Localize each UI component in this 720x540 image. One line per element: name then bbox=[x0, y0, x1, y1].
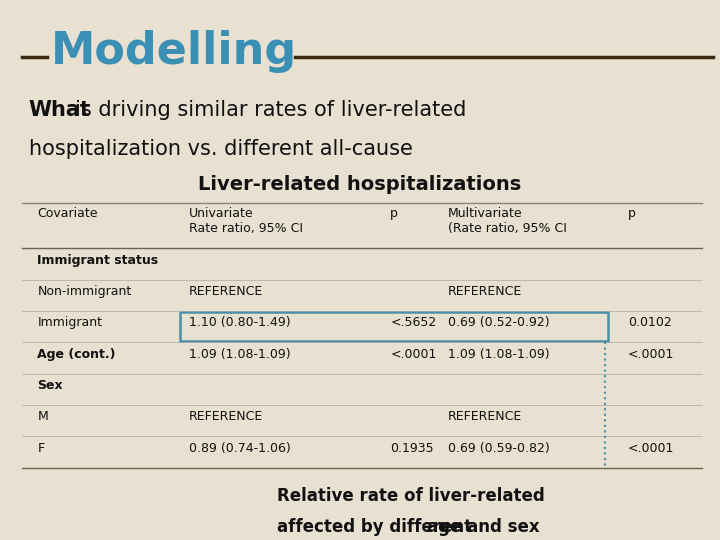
Text: 0.69 (0.52-0.92): 0.69 (0.52-0.92) bbox=[448, 316, 549, 329]
Text: 1.09 (1.08-1.09): 1.09 (1.08-1.09) bbox=[189, 348, 290, 361]
Text: hospitalization vs. different all-cause: hospitalization vs. different all-cause bbox=[29, 139, 413, 159]
Text: Relative rate of liver-related: Relative rate of liver-related bbox=[277, 487, 545, 504]
Text: 0.0102: 0.0102 bbox=[628, 316, 672, 329]
Text: is driving similar rates of liver-related: is driving similar rates of liver-relate… bbox=[75, 100, 467, 120]
Text: 0.1935: 0.1935 bbox=[390, 442, 434, 455]
Text: What: What bbox=[29, 100, 91, 120]
Text: Non-immigrant: Non-immigrant bbox=[37, 285, 132, 298]
Text: Modelling: Modelling bbox=[50, 30, 297, 73]
Text: 0.89 (0.74-1.06): 0.89 (0.74-1.06) bbox=[189, 442, 290, 455]
Text: <.0001: <.0001 bbox=[628, 442, 674, 455]
Text: Sex: Sex bbox=[37, 379, 63, 392]
Text: REFERENCE: REFERENCE bbox=[189, 410, 263, 423]
Text: Liver-related hospitalizations: Liver-related hospitalizations bbox=[199, 176, 521, 194]
Text: 1.10 (0.80-1.49): 1.10 (0.80-1.49) bbox=[189, 316, 290, 329]
Text: affected by different: affected by different bbox=[277, 518, 478, 536]
Text: 1.09 (1.08-1.09): 1.09 (1.08-1.09) bbox=[448, 348, 549, 361]
Text: Age (cont.): Age (cont.) bbox=[37, 348, 116, 361]
Text: REFERENCE: REFERENCE bbox=[448, 410, 522, 423]
Text: <.5652: <.5652 bbox=[390, 316, 436, 329]
Text: Immigrant status: Immigrant status bbox=[37, 254, 158, 267]
Text: <.0001: <.0001 bbox=[628, 348, 674, 361]
Text: <.0001: <.0001 bbox=[390, 348, 436, 361]
Text: F: F bbox=[37, 442, 45, 455]
Text: p: p bbox=[628, 207, 636, 220]
Text: p: p bbox=[390, 207, 398, 220]
Text: age and sex: age and sex bbox=[427, 518, 539, 536]
Text: 0.69 (0.59-0.82): 0.69 (0.59-0.82) bbox=[448, 442, 549, 455]
Text: Immigrant: Immigrant bbox=[37, 316, 102, 329]
Text: Covariate: Covariate bbox=[37, 207, 98, 220]
Text: REFERENCE: REFERENCE bbox=[448, 285, 522, 298]
Text: Multivariate
(Rate ratio, 95% CI: Multivariate (Rate ratio, 95% CI bbox=[448, 207, 567, 235]
Text: REFERENCE: REFERENCE bbox=[189, 285, 263, 298]
Text: Univariate
Rate ratio, 95% CI: Univariate Rate ratio, 95% CI bbox=[189, 207, 302, 235]
Text: M: M bbox=[37, 410, 48, 423]
